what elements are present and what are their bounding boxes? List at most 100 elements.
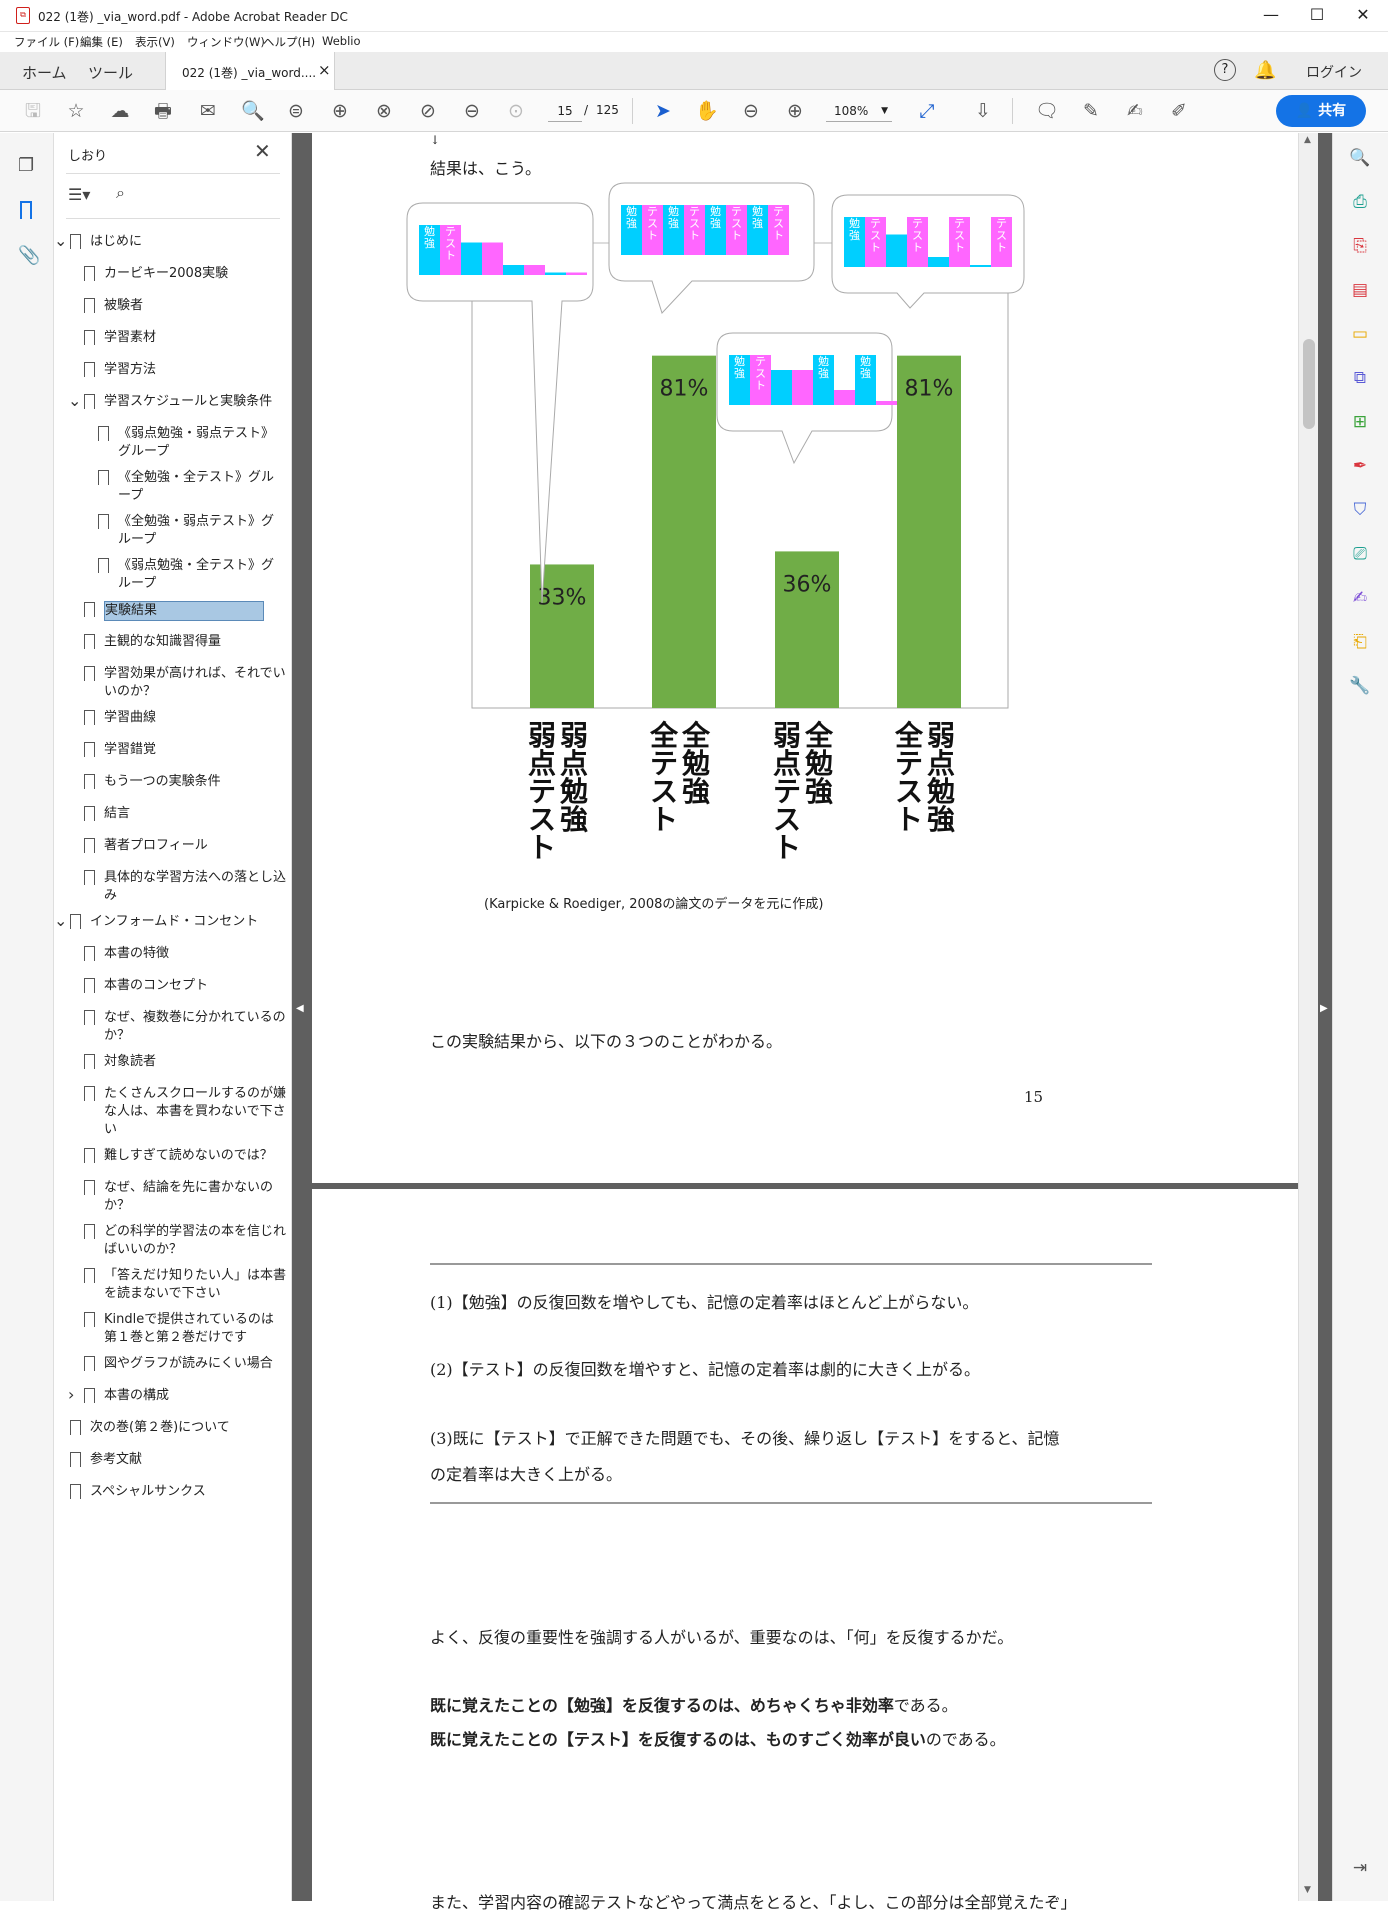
help-icon[interactable]: ?: [1214, 59, 1236, 81]
combine-files-icon[interactable]: ⧉: [1353, 368, 1367, 388]
bookmark-icon: [84, 1388, 95, 1403]
chevron-down-icon[interactable]: ⌄: [68, 391, 82, 410]
bookmark-panel-icon[interactable]: [20, 201, 32, 219]
menu-view[interactable]: 表示(V): [135, 35, 175, 49]
prev-page-icon[interactable]: ⊕: [332, 100, 348, 122]
page-thumbnails-icon[interactable]: ❐: [18, 155, 35, 176]
login-link[interactable]: ログイン: [1306, 65, 1362, 81]
zoom-value: 108%: [834, 104, 869, 118]
comment-icon[interactable]: 🗨: [1034, 100, 1060, 122]
maximize-button[interactable]: ☐: [1309, 5, 1325, 24]
find-bookmark-icon[interactable]: ⌕: [116, 183, 125, 202]
scroll-down-icon[interactable]: ▼: [1304, 1885, 1311, 1895]
right-tools-rail: 🔍 ⎙ ⎘ ▤ ▭ ⧉ ⊞ ✒ ⛉ ⎚ ✍ ⎗ 🔧 ⇥: [1332, 133, 1388, 1901]
pdf-app-icon: ⧉: [16, 7, 30, 24]
sign-icon[interactable]: ✍: [1127, 100, 1143, 122]
category-label: 弱点勉強: [926, 719, 955, 836]
share-button[interactable]: 👤 共有: [1276, 95, 1366, 127]
select-cursor-icon[interactable]: ➤: [655, 100, 671, 122]
fill-sign-icon[interactable]: ✐: [1171, 100, 1187, 122]
zoom-out-icon[interactable]: ⊖: [743, 100, 759, 122]
test-block: [949, 217, 970, 267]
page-separator: /: [584, 103, 589, 117]
study-block: [813, 355, 834, 405]
bookmark-label: 学習錯覚: [104, 742, 157, 757]
first-page-icon[interactable]: ⊜: [288, 100, 304, 122]
test-block: [482, 242, 503, 275]
scrollbar-thumb[interactable]: [1303, 339, 1315, 429]
menu-edit[interactable]: 編集 (E): [80, 35, 123, 49]
email-icon[interactable]: ✉: [200, 100, 216, 122]
intro-text: 結果は、こう。: [430, 159, 542, 178]
study-block: [705, 205, 726, 255]
bookmark-options-icon[interactable]: ☰▾: [68, 185, 91, 204]
minimize-button[interactable]: —: [1263, 5, 1279, 24]
star-bookmark-icon[interactable]: ☆: [67, 100, 85, 122]
chevron-right-icon[interactable]: ›: [68, 1385, 75, 1404]
attachment-icon[interactable]: 📎: [18, 245, 41, 266]
test-block: [684, 205, 705, 255]
hand-tool-icon[interactable]: ✋: [695, 100, 719, 122]
close-window-button[interactable]: ✕: [1356, 5, 1370, 24]
more-tools-icon[interactable]: 🔧: [1349, 676, 1371, 696]
zoom-in-icon[interactable]: ⊕: [787, 100, 803, 122]
menu-window[interactable]: ウィンドウ(W): [187, 35, 265, 49]
scroll-up-icon[interactable]: ▲: [1304, 135, 1311, 145]
bookmark-icon: [84, 838, 95, 853]
compress-icon[interactable]: ⊞: [1352, 412, 1368, 432]
highlight-pen-icon[interactable]: ✎: [1083, 100, 1099, 122]
tab-document[interactable]: 022 (1巻) _via_word.... ×: [165, 52, 335, 90]
notification-bell-icon[interactable]: 🔔: [1254, 60, 1277, 81]
next-page-icon[interactable]: ⊗: [376, 100, 392, 122]
comment-tool-icon[interactable]: ▭: [1351, 324, 1369, 344]
back-icon[interactable]: ⊖: [464, 100, 480, 122]
test-block: [566, 272, 587, 275]
forward-icon[interactable]: ⊙: [508, 100, 524, 122]
request-sign-icon[interactable]: ✍: [1352, 588, 1368, 608]
scan-icon[interactable]: ⎚: [1353, 544, 1367, 564]
zoom-tool-icon[interactable]: 🔍: [1349, 148, 1371, 168]
box-top-rule: [430, 1263, 1152, 1265]
send-track-icon[interactable]: ⎗: [1353, 632, 1367, 652]
last-page-icon[interactable]: ⊘: [420, 100, 436, 122]
save-icon[interactable]: 🖫: [24, 100, 42, 122]
protect-icon[interactable]: ⛉: [1353, 500, 1367, 520]
tab-close-icon[interactable]: ×: [318, 61, 331, 79]
tab-tools[interactable]: ツール: [88, 64, 134, 82]
study-block: [771, 370, 792, 405]
bookmark-icon: [84, 978, 95, 993]
test-block: [834, 390, 855, 405]
block-label: 勉強: [424, 224, 435, 250]
search-icon[interactable]: 🔍: [241, 100, 265, 122]
menu-file[interactable]: ファイル (F): [14, 35, 80, 49]
chevron-down-icon[interactable]: ⌄: [54, 911, 68, 930]
tab-home[interactable]: ホーム: [22, 64, 67, 82]
bar-value-label: 81%: [905, 377, 954, 402]
collapse-left-icon[interactable]: ◀: [296, 1003, 304, 1014]
close-panel-icon[interactable]: ✕: [254, 139, 271, 163]
chevron-down-icon[interactable]: ⌄: [54, 231, 68, 250]
repetition-text: よく、反復の重要性を強調する人がいるが、重要なのは、「何」を反復するかだ。: [430, 1628, 1014, 1647]
menu-weblio[interactable]: Weblio: [322, 34, 361, 48]
category-label: 弱点テスト: [528, 719, 556, 864]
upload-cloud-icon[interactable]: ☁: [110, 100, 130, 122]
menu-help[interactable]: ヘルプ(H): [263, 35, 316, 49]
scroll-mode-icon[interactable]: ⇩: [975, 100, 991, 122]
bookmark-label: 結言: [104, 806, 131, 821]
fill-sign-tool-icon[interactable]: ✒: [1352, 456, 1368, 476]
bar: [530, 564, 594, 708]
bar: [897, 355, 961, 708]
collapse-right-icon[interactable]: ▶: [1320, 1003, 1328, 1014]
bookmark-icon: [84, 1224, 95, 1239]
create-pdf-icon[interactable]: ⎘: [1353, 236, 1367, 256]
vertical-scrollbar[interactable]: ▲ ▼: [1298, 133, 1318, 1901]
expand-panel-icon[interactable]: ⇥: [1352, 1858, 1368, 1878]
print-icon[interactable]: 🖶: [154, 100, 172, 122]
document-viewer: ◀ ↓ 結果は、こう。 33% 81% 36% 81% 勉強 テスト 勉強 テスト 勉強 テスト勉…: [292, 133, 1332, 1919]
export-pdf-icon[interactable]: ⎙: [1353, 192, 1367, 212]
organize-pages-icon[interactable]: ▤: [1351, 280, 1369, 300]
zoom-select[interactable]: 108% ▼: [826, 100, 892, 122]
fit-page-icon[interactable]: ⤢: [919, 100, 935, 122]
page-number-input[interactable]: 15: [548, 100, 582, 122]
